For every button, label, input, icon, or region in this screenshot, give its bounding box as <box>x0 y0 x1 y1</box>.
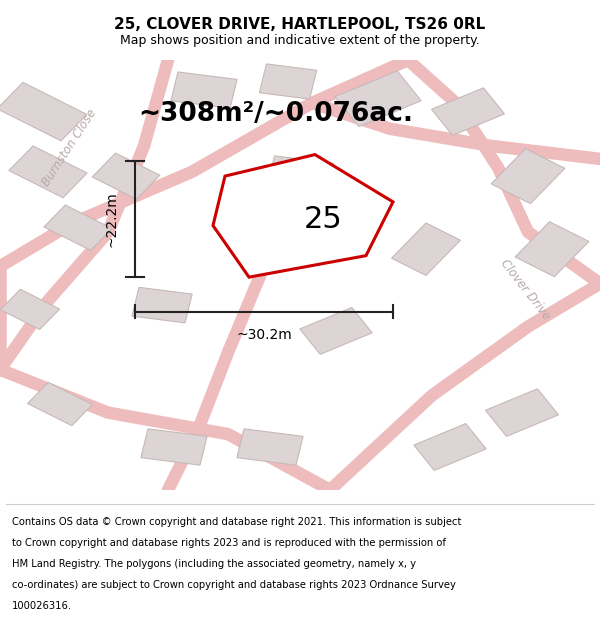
Text: Map shows position and indicative extent of the property.: Map shows position and indicative extent… <box>120 34 480 47</box>
Polygon shape <box>132 288 192 323</box>
Polygon shape <box>259 64 317 99</box>
Text: 25: 25 <box>304 205 343 234</box>
Polygon shape <box>1 289 59 329</box>
Text: 25, CLOVER DRIVE, HARTLEPOOL, TS26 0RL: 25, CLOVER DRIVE, HARTLEPOOL, TS26 0RL <box>115 17 485 32</box>
Polygon shape <box>0 82 87 141</box>
Polygon shape <box>44 205 112 251</box>
Polygon shape <box>300 308 372 354</box>
Polygon shape <box>431 88 505 136</box>
Polygon shape <box>213 154 393 277</box>
Text: ~22.2m: ~22.2m <box>104 191 118 247</box>
Polygon shape <box>141 429 207 465</box>
Polygon shape <box>92 153 160 199</box>
Polygon shape <box>491 149 565 204</box>
Text: Burnston Close: Burnston Close <box>39 107 99 189</box>
Polygon shape <box>414 424 486 471</box>
Polygon shape <box>237 429 303 465</box>
Polygon shape <box>266 156 334 196</box>
Text: ~308m²/~0.076ac.: ~308m²/~0.076ac. <box>139 101 413 127</box>
Text: co-ordinates) are subject to Crown copyright and database rights 2023 Ordnance S: co-ordinates) are subject to Crown copyr… <box>12 580 456 590</box>
Text: HM Land Registry. The polygons (including the associated geometry, namely x, y: HM Land Registry. The polygons (includin… <box>12 559 416 569</box>
Polygon shape <box>335 71 421 126</box>
Text: Contains OS data © Crown copyright and database right 2021. This information is : Contains OS data © Crown copyright and d… <box>12 517 461 527</box>
Text: to Crown copyright and database rights 2023 and is reproduced with the permissio: to Crown copyright and database rights 2… <box>12 538 446 548</box>
Polygon shape <box>28 382 92 426</box>
Polygon shape <box>485 389 559 436</box>
Text: ~30.2m: ~30.2m <box>236 328 292 342</box>
Polygon shape <box>171 72 237 108</box>
Polygon shape <box>9 146 87 198</box>
Polygon shape <box>515 222 589 277</box>
Text: 100026316.: 100026316. <box>12 601 72 611</box>
Polygon shape <box>392 223 460 276</box>
Text: Clover Drive: Clover Drive <box>497 258 553 323</box>
